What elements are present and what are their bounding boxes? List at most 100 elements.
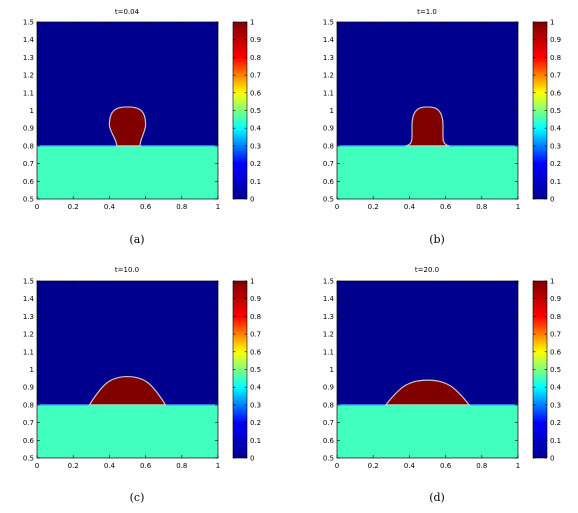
- y-tick-label: 0.8: [23, 142, 34, 150]
- y-tick-label: 0.5: [323, 455, 334, 463]
- panel-a: t=0.04 0 0.2 0.4 0.6 0.8 1 0.5 0.6 0.7 0.8 0.9 1 1.1 1…: [23, 8, 262, 246]
- colorbar-tick-label: 0.3: [250, 142, 261, 150]
- colorbar-tick-label: 0.2: [250, 160, 261, 168]
- x-tick-label: 0.4: [104, 203, 116, 211]
- x-tick-label: 0: [335, 462, 339, 470]
- x-tick-label: 0.2: [68, 203, 79, 211]
- droplet-region: [384, 379, 471, 406]
- panel-caption: (d): [429, 491, 445, 504]
- x-tick-label: 0.2: [368, 203, 379, 211]
- colorbar-tick-label: 0.1: [550, 437, 561, 445]
- y-tick-label: 0.6: [23, 178, 35, 186]
- colorbar-tick-label: 0.2: [550, 160, 561, 168]
- colorbar-tick-label: 0.4: [550, 384, 562, 392]
- y-tick-label: 1.2: [323, 331, 334, 339]
- colorbar-tick-label: 0.9: [250, 36, 261, 44]
- x-tick-label: 0.8: [476, 203, 487, 211]
- droplet-region: [108, 106, 147, 147]
- y-tick-label: 0.8: [323, 401, 334, 409]
- panel-title: t=10.0: [115, 266, 139, 274]
- y-tick-label: 1.5: [23, 19, 34, 27]
- y-tick-label: 1: [30, 366, 34, 374]
- substrate-phase-region: [337, 145, 518, 199]
- y-tick-label: 1.1: [323, 89, 334, 97]
- colorbar-tick-label: 0.3: [250, 401, 261, 409]
- y-tick-label: 1.2: [23, 331, 34, 339]
- colorbar-tick-label: 0.3: [550, 142, 561, 150]
- x-tick-label: 0: [335, 203, 339, 211]
- colorbar-tick-label: 0.7: [550, 72, 561, 80]
- y-tick-label: 0.8: [23, 401, 34, 409]
- y-tick-label: 0.5: [23, 455, 34, 463]
- x-tick-label: 0.6: [440, 203, 452, 211]
- y-tick-label: 1.5: [23, 278, 34, 286]
- y-tick-label: 1.3: [323, 313, 334, 321]
- colorbar-tick-label: 0.6: [250, 348, 262, 356]
- y-tick-label: 1: [330, 107, 334, 115]
- y-tick-label: 0.7: [23, 160, 34, 168]
- colorbar-tick-label: 0.8: [250, 54, 261, 62]
- y-tick-label: 1.4: [23, 36, 35, 44]
- y-tick-label: 1.2: [23, 72, 34, 80]
- x-tick-label: 0.8: [176, 462, 187, 470]
- y-tick-label: 1.5: [323, 19, 334, 27]
- colorbar-tick-label: 0.6: [250, 89, 262, 97]
- substrate-phase-region: [37, 404, 218, 458]
- colorbar-tick-label: 0: [250, 196, 254, 204]
- x-tick-label: 0.6: [140, 203, 152, 211]
- x-tick-label: 1: [516, 203, 520, 211]
- y-tick-label: 1.1: [323, 348, 334, 356]
- x-tick-label: 0: [35, 462, 39, 470]
- colorbar-tick-label: 0.4: [250, 384, 262, 392]
- x-tick-label: 0: [35, 203, 39, 211]
- colorbar-tick-label: 0: [250, 455, 254, 463]
- colorbar-tick-label: 0.8: [550, 54, 561, 62]
- colorbar-tick-label: 0.1: [250, 178, 261, 186]
- colorbar-tick-label: 0.4: [250, 125, 262, 133]
- x-tick-label: 0.6: [440, 462, 452, 470]
- panel-b: t=1.0 0 0.2 0.4 0.6 0.8 1 0.5 0.6 0.7 0.8 0.9 1 1.1 1.…: [323, 8, 562, 246]
- y-tick-label: 1: [330, 366, 334, 374]
- colorbar-tick-label: 0.6: [550, 348, 562, 356]
- panel-caption: (c): [130, 491, 145, 504]
- x-tick-label: 1: [516, 462, 520, 470]
- y-tick-label: 0.6: [23, 437, 35, 445]
- y-tick-label: 1.2: [323, 72, 334, 80]
- colorbar-tick-label: 0.5: [550, 366, 561, 374]
- colorbar-tick-label: 0.3: [550, 401, 561, 409]
- y-tick-label: 1.3: [23, 54, 34, 62]
- colorbar-tick-label: 0.2: [550, 419, 561, 427]
- colorbar-tick-label: 1: [250, 19, 254, 27]
- substrate-phase-region: [37, 145, 218, 199]
- y-tick-label: 0.9: [323, 125, 334, 133]
- x-tick-label: 0.4: [104, 462, 116, 470]
- x-tick-label: 0.4: [404, 203, 416, 211]
- panel-caption: (a): [129, 233, 144, 246]
- colorbar-tick-label: 0.2: [250, 419, 261, 427]
- y-tick-label: 0.7: [323, 419, 334, 427]
- droplet-region: [405, 106, 450, 147]
- colorbar-tick-label: 0.8: [250, 313, 261, 321]
- colorbar-tick-label: 1: [550, 278, 554, 286]
- y-tick-label: 1.3: [323, 54, 334, 62]
- y-tick-label: 0.6: [323, 437, 335, 445]
- panel-title: t=20.0: [415, 266, 439, 274]
- colorbar-tick-label: 0.8: [550, 313, 561, 321]
- colorbar-tick-label: 0.9: [250, 295, 261, 303]
- droplet-region: [88, 375, 167, 406]
- y-tick-label: 1.4: [323, 295, 335, 303]
- y-tick-label: 1.4: [323, 36, 335, 44]
- colorbar-tick-label: 0: [550, 455, 554, 463]
- y-tick-label: 1.3: [23, 313, 34, 321]
- colorbar-tick-label: 0.7: [250, 72, 261, 80]
- y-tick-label: 1: [30, 107, 34, 115]
- panel-d: t=20.0 0 0.2 0.4 0.6 0.8 1 0.5 0.6 0.7 0.8 0.9 1 1.1 1…: [323, 266, 562, 504]
- panel-title: t=1.0: [417, 8, 437, 16]
- colorbar-tick-label: 0.7: [250, 331, 261, 339]
- colorbar-tick-label: 0.6: [550, 89, 562, 97]
- x-tick-label: 1: [216, 462, 220, 470]
- y-tick-label: 0.5: [23, 196, 34, 204]
- y-tick-label: 0.8: [323, 142, 334, 150]
- x-tick-label: 0.8: [476, 462, 487, 470]
- colorbar-tick-label: 0.1: [550, 178, 561, 186]
